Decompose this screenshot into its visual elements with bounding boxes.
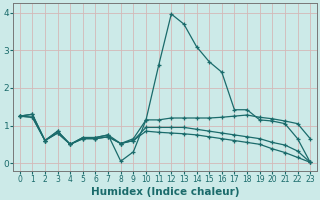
- X-axis label: Humidex (Indice chaleur): Humidex (Indice chaleur): [91, 187, 239, 197]
